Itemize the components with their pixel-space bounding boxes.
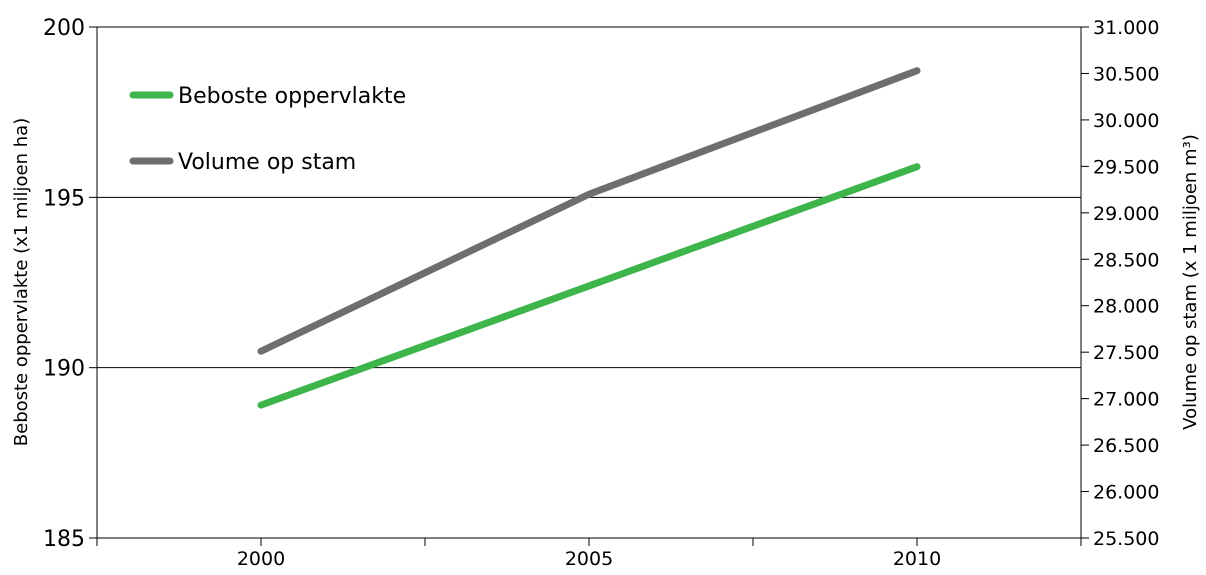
left-tick-label: 185 (43, 527, 85, 552)
right-tick-label: 30.000 (1093, 110, 1159, 132)
left-tick-label: 195 (43, 186, 85, 211)
x-tick-label: 2000 (237, 548, 285, 570)
right-tick-label: 29.500 (1093, 156, 1159, 178)
left-axis-ticks: 185 190 195 200 (43, 16, 97, 552)
right-tick-label: 26.000 (1093, 482, 1159, 504)
left-axis-title: Beboste oppervlakte (x1 miljoen ha) (11, 118, 32, 446)
right-tick-label: 27.000 (1093, 389, 1159, 411)
x-axis-ticks: 2000 2005 2010 (96, 538, 1082, 570)
right-tick-label: 29.000 (1093, 203, 1159, 225)
right-tick-label: 28.000 (1093, 296, 1159, 318)
right-axis-ticks: 25.500 26.000 26.500 27.000 27.500 28.000 28.5… (1081, 17, 1159, 550)
legend-label-beboste-oppervlakte: Beboste oppervlakte (178, 84, 406, 109)
series-lines (257, 67, 921, 409)
right-tick-label: 27.500 (1093, 342, 1159, 364)
left-tick-label: 200 (43, 16, 85, 41)
right-tick-label: 30.500 (1093, 63, 1159, 85)
right-tick-label: 31.000 (1093, 17, 1159, 39)
legend: Beboste oppervlakte Volume op stam (129, 84, 406, 175)
series-line-beboste-oppervlakte (257, 163, 921, 409)
series-line-volume-op-stam (257, 67, 921, 355)
x-tick-label: 2005 (565, 548, 613, 570)
x-tick-label: 2010 (893, 548, 941, 570)
right-tick-label: 28.500 (1093, 249, 1159, 271)
left-tick-label: 190 (43, 357, 85, 382)
right-tick-label: 25.500 (1093, 528, 1159, 550)
legend-label-volume-op-stam: Volume op stam (178, 150, 356, 175)
right-axis-title: Volume op stam (x 1 miljoen m³) (1180, 134, 1201, 430)
right-tick-label: 26.500 (1093, 435, 1159, 457)
